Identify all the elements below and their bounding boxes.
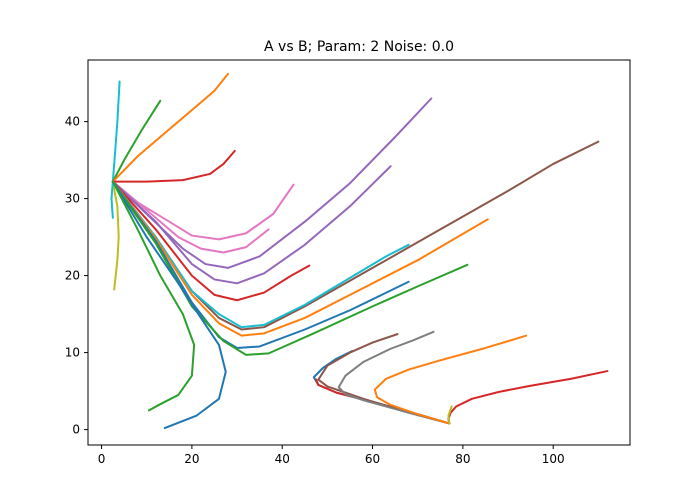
series-line-2 <box>111 99 162 183</box>
series-line-18 <box>111 180 196 412</box>
x-tick-label: 60 <box>365 452 380 466</box>
y-tick-label: 30 <box>65 192 80 206</box>
series-line-1 <box>111 80 121 183</box>
y-tick-label: 20 <box>65 269 80 283</box>
y-tick-label: 40 <box>65 115 80 129</box>
y-tick-label: 0 <box>72 423 80 437</box>
x-tick-label: 20 <box>184 452 199 466</box>
series-line-25 <box>447 405 453 425</box>
x-tick-label: 80 <box>455 452 470 466</box>
series-line-17 <box>111 180 227 430</box>
series-line-9 <box>111 97 433 269</box>
series-line-10 <box>111 165 392 285</box>
series-line-22 <box>337 330 451 425</box>
series-line-12 <box>111 140 600 331</box>
x-axis: 0 20 40 60 80 100 <box>98 445 565 466</box>
series-line-4 <box>111 149 236 183</box>
series-line-21 <box>317 333 451 425</box>
series-line-8 <box>111 180 270 254</box>
series-line-6 <box>110 180 114 219</box>
series-line-24 <box>447 370 609 425</box>
series-line-13 <box>111 180 410 329</box>
series-line-14 <box>111 180 489 337</box>
x-tick-label: 0 <box>98 452 106 466</box>
series-line-7 <box>111 180 295 241</box>
y-axis: 0 10 20 30 40 <box>65 115 88 437</box>
series-line-16 <box>111 180 469 356</box>
x-tick-label: 40 <box>275 452 290 466</box>
series-line-15 <box>111 180 410 349</box>
x-tick-label: 100 <box>542 452 565 466</box>
chart-title: A vs B; Param: 2 Noise: 0.0 <box>264 39 454 55</box>
series-line-5 <box>111 180 120 291</box>
series-line-3 <box>111 72 230 183</box>
plot-frame <box>87 59 631 446</box>
series-line-11 <box>111 180 311 302</box>
y-tick-label: 10 <box>65 346 80 360</box>
series-layer <box>110 72 609 430</box>
series-line-23 <box>373 334 528 425</box>
